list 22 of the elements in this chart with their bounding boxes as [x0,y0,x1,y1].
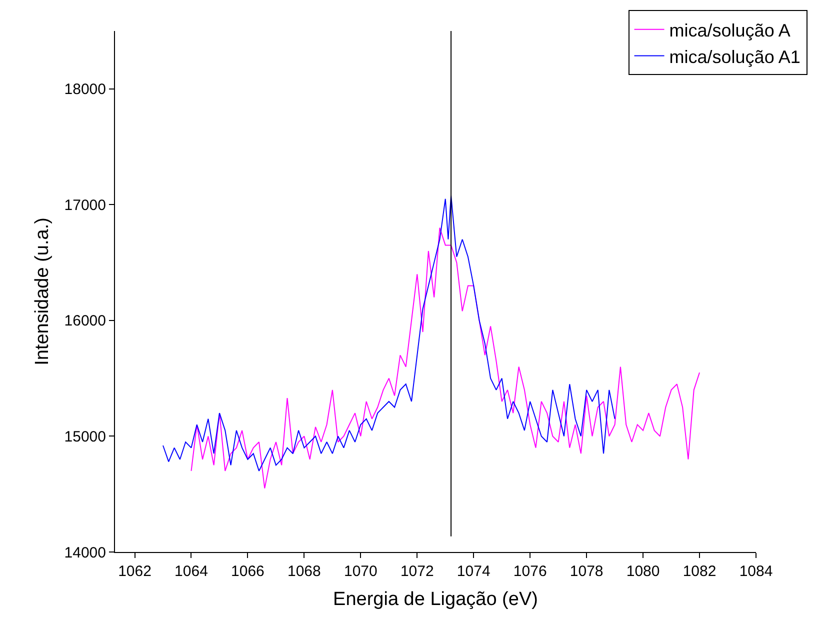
x-tick-label: 1070 [344,563,378,580]
x-tick-label: 1084 [739,563,773,580]
x-tick-label: 1072 [400,563,434,580]
y-tick-label: 16000 [64,312,106,330]
legend-label: mica/solução A1 [669,46,800,67]
x-tick-label: 1076 [513,563,547,580]
x-tick-label: 1068 [288,563,321,580]
y-tick-label: 15000 [64,428,106,446]
x-tick-label: 1074 [456,563,490,580]
x-tick-label: 1082 [682,563,716,580]
y-axis-title: Intensidade (u.a.) [32,218,54,366]
x-tick-label: 1078 [570,563,604,580]
y-tick-label: 14000 [64,544,106,562]
y-tick-label: 18000 [64,81,106,98]
x-tick-label: 1080 [626,563,660,580]
x-tick-label: 1062 [118,563,152,580]
x-tick-label: 1066 [231,563,264,580]
x-axis-title: Energia de Ligação (eV) [333,588,538,610]
legend-label: mica/solução A [669,20,790,40]
x-tick-label: 1064 [174,563,208,580]
line-series [190,227,700,489]
y-tick-label: 17000 [64,196,106,214]
